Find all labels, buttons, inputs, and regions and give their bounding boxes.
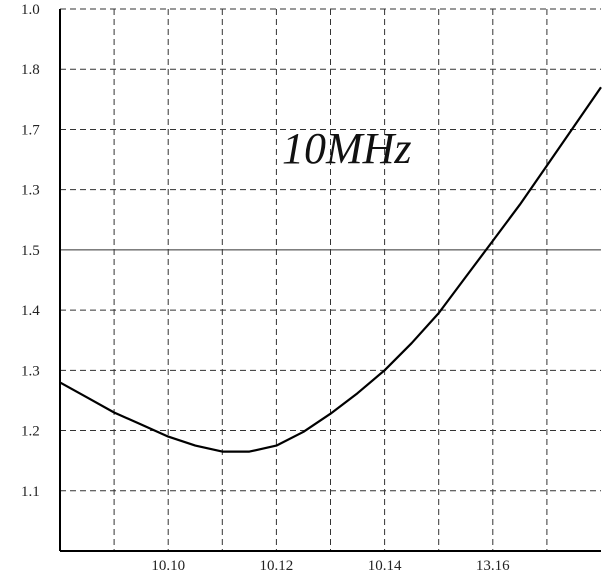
x-tick-label: 10.12 (260, 558, 294, 574)
y-tick-label: 1.0 (21, 2, 40, 18)
y-tick-label: 1.7 (21, 122, 40, 138)
tick-label-layer: 10.10 10.12 10.14 13.16 1.1 1.2 1.3 1.4 1.5 1.3 1.… (21, 2, 510, 574)
y-tick-label: 1.3 (21, 363, 40, 379)
y-tick-label: 1.1 (21, 484, 40, 500)
plot-frame (59, 9, 601, 552)
x-tick-label: 10.14 (368, 558, 402, 574)
y-tick-label: 1.4 (21, 303, 40, 319)
x-tick-label: 13.16 (476, 558, 510, 574)
x-tick-label: 10.10 (151, 558, 185, 574)
grid-layer (60, 8, 601, 551)
y-tick-label: 1.2 (21, 424, 40, 440)
y-tick-label: 1.3 (21, 183, 40, 199)
chart-title: 10MHz (282, 124, 412, 173)
y-tick-label: 1.8 (21, 62, 40, 78)
series-line-0 (59, 86, 602, 453)
y-tick-label: 1.5 (21, 243, 40, 259)
series-layer (59, 86, 602, 453)
